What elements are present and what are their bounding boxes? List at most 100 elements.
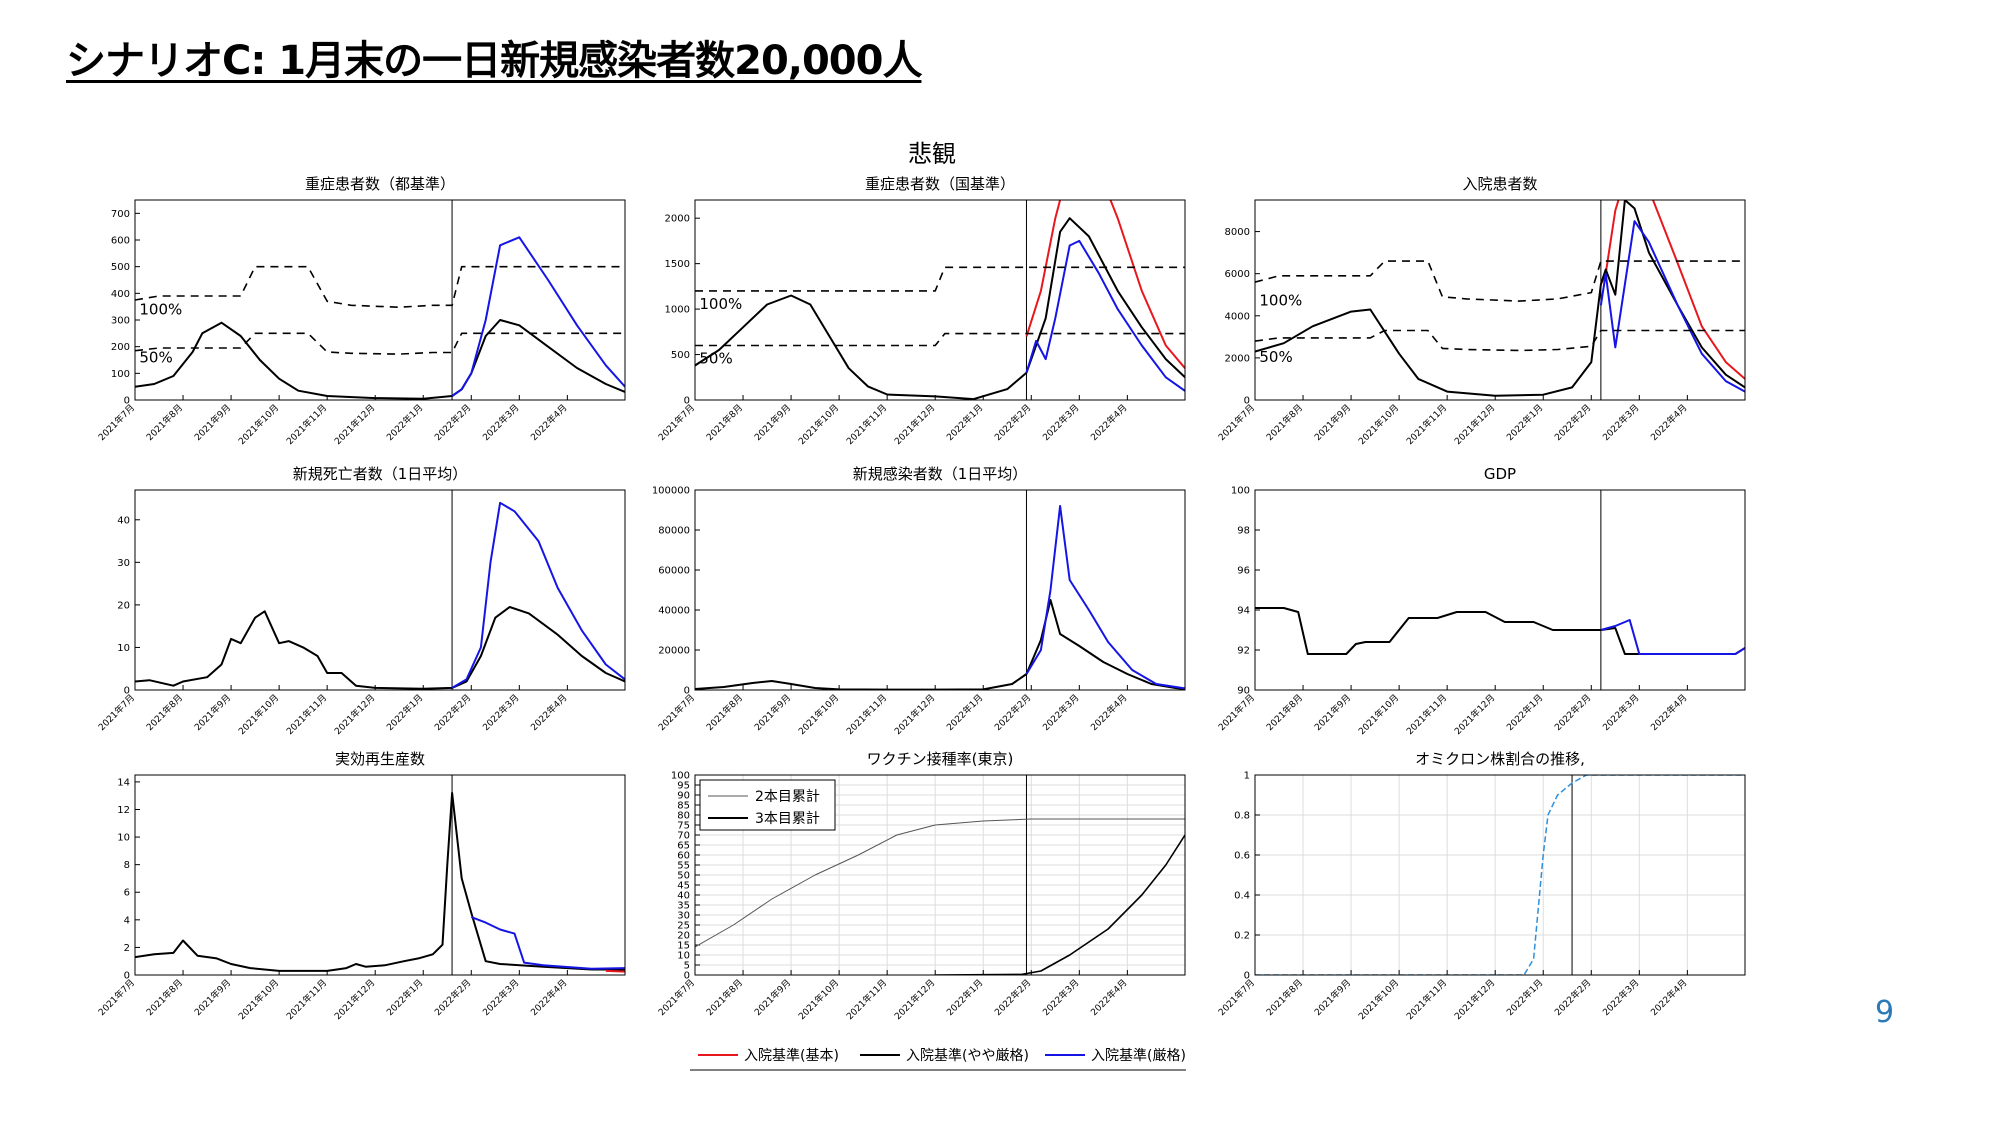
- x-tick-label: 2022年3月: [1040, 977, 1081, 1018]
- x-tick-label: 2021年7月: [656, 692, 697, 733]
- x-tick-label: 2021年11月: [1404, 977, 1450, 1023]
- x-tick-label: 2022年1月: [384, 402, 425, 443]
- legend-entry: 2本目累計: [755, 789, 820, 805]
- y-tick-label: 5: [684, 961, 690, 972]
- y-tick-label: 40000: [658, 606, 690, 617]
- x-tick-label: 2022年1月: [944, 977, 985, 1018]
- scenario-legend: 入院基準(基本) 入院基準(やや厳格) 入院基準(厳格): [690, 1047, 1186, 1071]
- y-tick-label: 55: [677, 861, 690, 872]
- x-tick-label: 2021年8月: [144, 402, 185, 443]
- y-tick-label: 500: [671, 350, 690, 361]
- x-tick-label: 2021年7月: [96, 402, 137, 443]
- chart-title: GDP: [1484, 465, 1516, 483]
- series-line-capacity: [1255, 260, 1745, 302]
- series-line-capacity: [1255, 329, 1745, 352]
- x-tick-label: 2022年3月: [480, 692, 521, 733]
- y-tick-label: 0: [684, 971, 690, 982]
- y-tick-label: 25: [677, 921, 690, 932]
- series-group: [1255, 200, 1745, 397]
- chart-title: 重症患者数（国基準）: [865, 175, 1015, 193]
- x-tick-label: 2021年12月: [892, 402, 938, 448]
- y-tick-label: 500: [111, 262, 130, 273]
- series-group: [1255, 775, 1745, 975]
- slide-title: シナリオC: 1月末の一日新規感染者数20,000人: [66, 38, 922, 84]
- x-tick-label: 2022年2月: [432, 402, 473, 443]
- y-tick-label: 0.4: [1234, 891, 1250, 902]
- x-tick-label: 2022年3月: [1040, 692, 1081, 733]
- x-tick-label: 2022年1月: [944, 692, 985, 733]
- legend-label-strict: 入院基準(厳格): [1091, 1047, 1186, 1064]
- y-tick-label: 0: [124, 396, 130, 407]
- series-line-capacity: [695, 332, 1185, 347]
- chart-title: ワクチン接種率(東京): [867, 750, 1014, 768]
- x-tick-label: 2022年1月: [384, 977, 425, 1018]
- y-tick-label: 0: [684, 396, 690, 407]
- y-tick-label: 100: [111, 369, 130, 380]
- y-tick-label: 10: [117, 643, 130, 654]
- x-tick-label: 2021年11月: [844, 692, 890, 738]
- series-line-capacity: [135, 265, 625, 309]
- x-tick-label: 2021年8月: [144, 692, 185, 733]
- series-line-strict: [451, 501, 625, 689]
- x-tick-label: 2022年1月: [1504, 692, 1545, 733]
- plot-frame: [694, 774, 1186, 976]
- x-tick-label: 2021年9月: [752, 692, 793, 733]
- y-tick-label: 0: [684, 686, 690, 697]
- y-tick-label: 30: [677, 911, 690, 922]
- series-line-strict: [1600, 619, 1745, 655]
- x-tick-label: 2021年10月: [796, 402, 842, 448]
- x-tick-label: 2022年4月: [1648, 692, 1689, 733]
- y-tick-label: 100000: [652, 486, 690, 497]
- y-tick-label: 4000: [1225, 311, 1250, 322]
- x-tick-label: 2021年9月: [192, 402, 233, 443]
- chart-title: 新規感染者数（1日平均）: [853, 465, 1028, 483]
- x-tick-label: 2021年8月: [704, 977, 745, 1018]
- x-tick-label: 2022年3月: [480, 402, 521, 443]
- x-tick-label: 2021年9月: [1312, 402, 1353, 443]
- y-tick-label: 6: [124, 888, 130, 899]
- x-tick-label: 2022年3月: [1600, 402, 1641, 443]
- chart-vaccine: ワクチン接種率(東京) 05101520253035404550556065707…: [656, 750, 1186, 1023]
- x-tick-label: 2021年9月: [752, 402, 793, 443]
- series-group: [135, 236, 625, 400]
- x-tick-label: 2022年1月: [384, 692, 425, 733]
- y-tick-label: 600: [111, 236, 130, 247]
- y-tick-label: 2000: [1225, 353, 1250, 364]
- x-tick-label: 2021年12月: [892, 692, 938, 738]
- y-tick-label: 96: [1237, 566, 1250, 577]
- y-tick-label: 70: [677, 831, 690, 842]
- plot-frame: [1254, 774, 1746, 976]
- x-tick-label: 2022年4月: [528, 402, 569, 443]
- x-tick-label: 2021年9月: [192, 692, 233, 733]
- x-tick-label: 2021年8月: [1264, 402, 1305, 443]
- chart-title: オミクロン株割合の推移,: [1415, 750, 1585, 768]
- series-line-capacity: [695, 266, 1185, 292]
- y-tick-label: 6000: [1225, 269, 1250, 280]
- capacity-label: 50%: [699, 350, 732, 368]
- x-tick-label: 2021年7月: [1216, 692, 1257, 733]
- series-group: [695, 200, 1185, 400]
- x-tick-label: 2021年11月: [1404, 692, 1450, 738]
- x-tick-label: 2021年7月: [96, 977, 137, 1018]
- y-tick-label: 0: [1244, 396, 1250, 407]
- plot-frame: [1254, 199, 1746, 401]
- x-tick-label: 2022年4月: [1648, 402, 1689, 443]
- series-line-mid: [135, 791, 625, 972]
- chart-title: 重症患者数（都基準）: [305, 175, 455, 193]
- series-line-basic: [605, 969, 625, 973]
- x-tick-label: 2021年10月: [1356, 977, 1402, 1023]
- x-tick-label: 2022年3月: [480, 977, 521, 1018]
- x-tick-label: 2021年8月: [144, 977, 185, 1018]
- series-line-strict: [470, 916, 625, 970]
- y-tick-label: 0.2: [1234, 931, 1250, 942]
- x-tick-label: 2021年7月: [96, 692, 137, 733]
- y-tick-label: 100: [1231, 486, 1250, 497]
- y-tick-label: 60: [677, 851, 690, 862]
- y-tick-label: 1: [1244, 771, 1250, 782]
- x-tick-label: 2021年7月: [1216, 977, 1257, 1018]
- y-tick-label: 35: [677, 901, 690, 912]
- y-tick-label: 2000: [665, 214, 690, 225]
- x-tick-label: 2021年11月: [844, 977, 890, 1023]
